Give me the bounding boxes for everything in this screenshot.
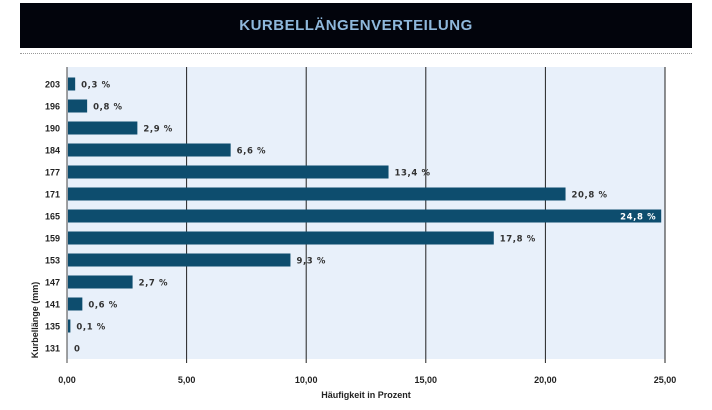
y-tick-label: 184 — [45, 146, 60, 156]
y-tick-label: 177 — [45, 168, 60, 178]
bar-159 — [68, 231, 494, 245]
chart-title: KURBELLÄNGENVERTEILUNG — [239, 17, 473, 34]
bar-190 — [68, 121, 138, 135]
data-label: 13,4 % — [395, 169, 431, 179]
x-tick-label: 5,00 — [178, 375, 196, 385]
x-tick-label: 20,00 — [534, 375, 557, 385]
bar-184 — [68, 143, 231, 157]
y-tick-label: 159 — [45, 234, 60, 244]
data-label: 0,3 % — [81, 81, 111, 91]
data-label: 2,9 % — [143, 125, 173, 135]
y-tick-label: 131 — [45, 344, 60, 354]
data-label: 0 — [74, 345, 81, 355]
bar-141 — [68, 297, 83, 311]
y-tick-label: 171 — [45, 190, 60, 200]
chart-header: KURBELLÄNGENVERTEILUNG — [20, 3, 692, 48]
data-label: 9,3 % — [296, 257, 326, 267]
data-label: 2,7 % — [139, 279, 169, 289]
bar-171 — [68, 187, 566, 201]
bar-153 — [68, 253, 291, 267]
y-tick-label: 165 — [45, 212, 60, 222]
y-tick-label: 141 — [45, 300, 60, 310]
y-tick-label: 135 — [45, 322, 60, 332]
dotted-divider — [20, 53, 692, 54]
y-tick-label: 147 — [45, 278, 60, 288]
data-label: 20,8 % — [572, 191, 608, 201]
y-tick-label: 190 — [45, 124, 60, 134]
bar-147 — [68, 275, 133, 289]
x-tick-label: 15,00 — [415, 375, 438, 385]
bar-196 — [68, 99, 88, 113]
data-label: 24,8 % — [620, 213, 656, 223]
y-tick-label: 153 — [45, 256, 60, 266]
bar-203 — [68, 77, 76, 91]
data-label: 0,6 % — [88, 301, 118, 311]
bar-135 — [68, 319, 71, 333]
x-axis-label: Häufigkeit in Prozent — [321, 390, 411, 400]
x-tick-label: 10,00 — [295, 375, 318, 385]
x-tick-label: 0,00 — [58, 375, 76, 385]
bar-177 — [68, 165, 389, 179]
data-label: 0,8 % — [93, 103, 123, 113]
data-label: 0,1 % — [76, 323, 106, 333]
data-label: 6,6 % — [237, 147, 267, 157]
y-axis-label: Kurbellänge (mm) — [30, 282, 40, 359]
data-label: 17,8 % — [500, 235, 536, 245]
y-tick-label: 196 — [45, 102, 60, 112]
x-tick-label: 25,00 — [654, 375, 677, 385]
y-tick-label: 203 — [45, 80, 60, 90]
bar-165 — [68, 209, 662, 223]
